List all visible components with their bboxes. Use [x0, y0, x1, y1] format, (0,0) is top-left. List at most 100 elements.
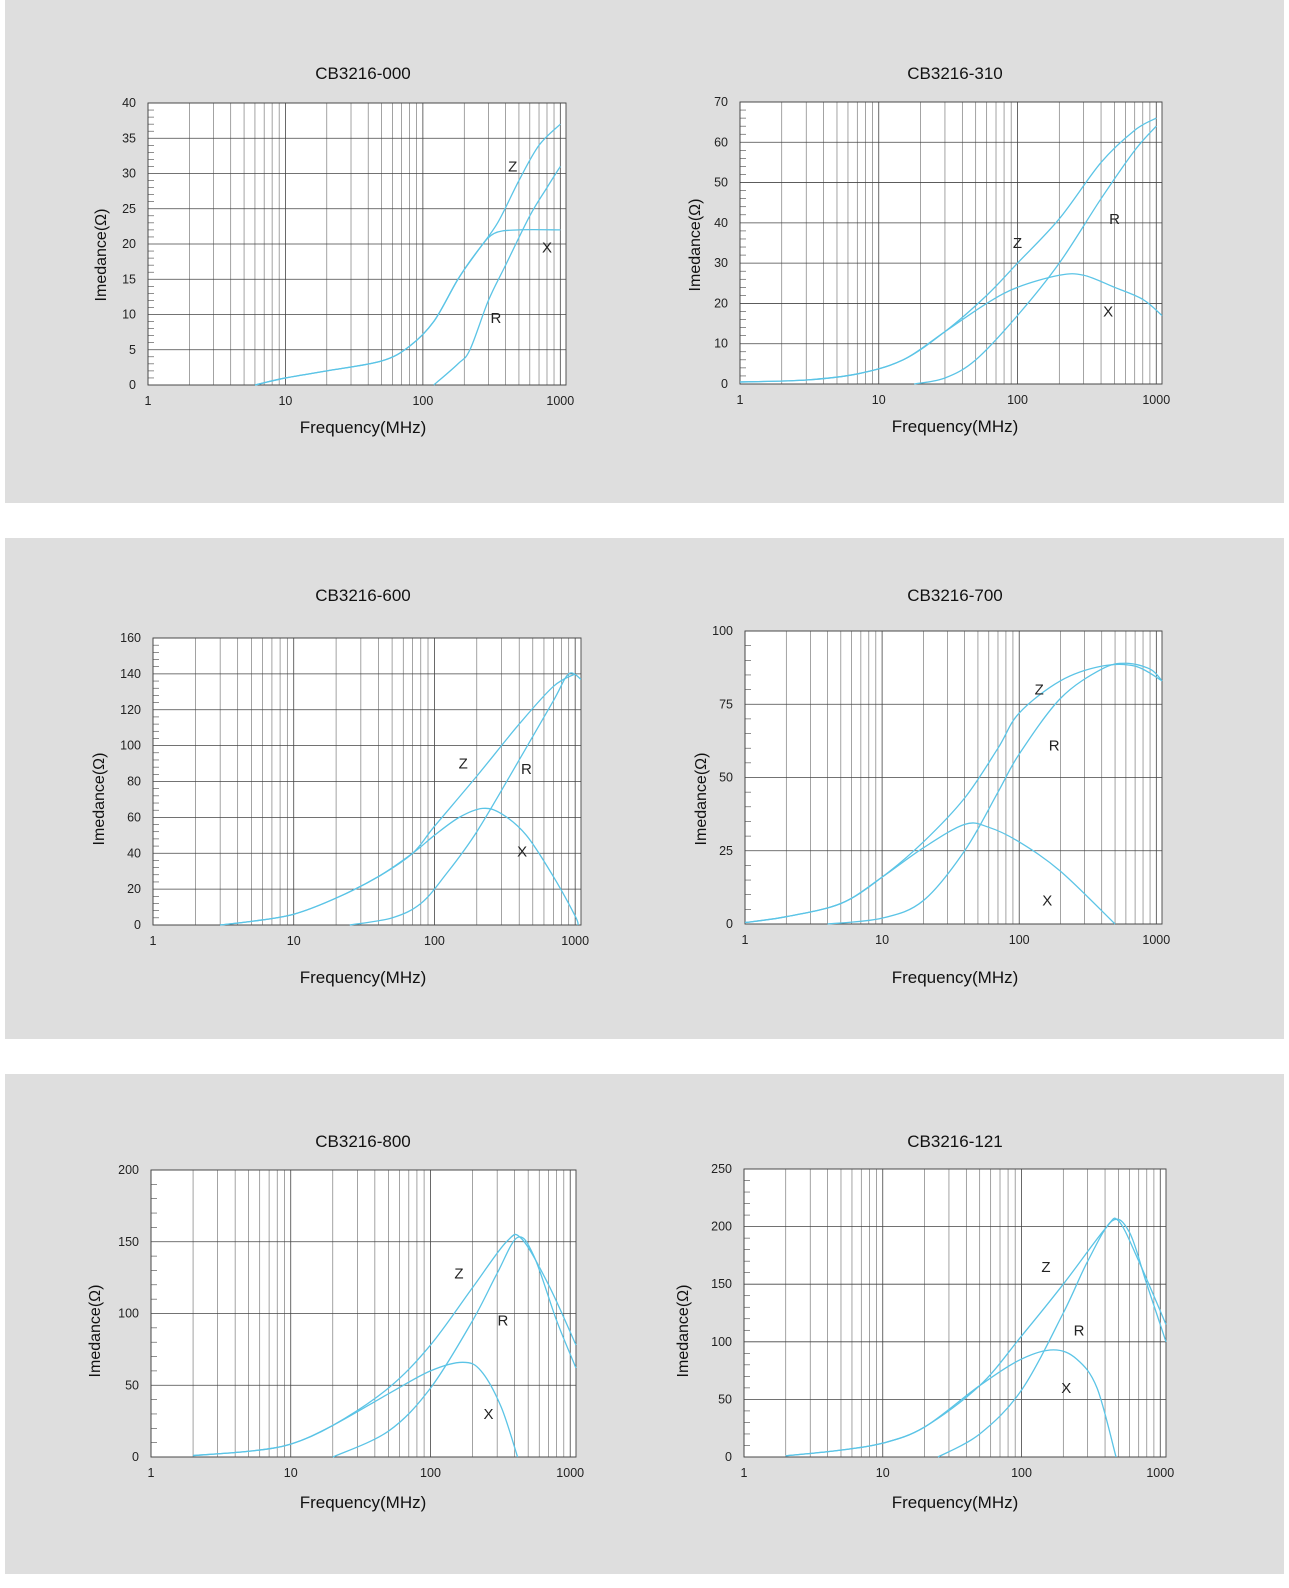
y-tick-label: 160 — [120, 631, 141, 645]
y-tick-label: 200 — [711, 1220, 732, 1234]
curve-label-r: R — [1109, 211, 1120, 228]
series-line-x — [220, 807, 579, 926]
curve-label-z: Z — [1035, 682, 1044, 699]
x-tick-label: 10 — [284, 1466, 298, 1480]
curve-label-x: X — [517, 843, 527, 860]
y-tick-label: 100 — [118, 1307, 139, 1321]
y-tick-label: 100 — [120, 739, 141, 753]
x-tick-label: 1000 — [561, 934, 589, 948]
x-tick-label: 1000 — [1142, 393, 1170, 407]
x-tick-label: 1 — [742, 933, 749, 947]
y-tick-label: 15 — [122, 272, 136, 286]
x-axis-label: Frequency(MHz) — [892, 1493, 1019, 1512]
y-tick-label: 100 — [711, 1335, 732, 1349]
x-axis-label: Frequency(MHz) — [300, 1493, 427, 1512]
y-tick-label: 50 — [714, 176, 728, 190]
curve-label-r: R — [498, 1313, 509, 1330]
x-tick-label: 10 — [876, 1466, 890, 1480]
curve-label-z: Z — [508, 158, 517, 175]
series-line-x — [744, 822, 1116, 925]
impedance-chart-cb3216-000: CB3216-000 Frequency(MHz) Imedance(Ω) 0 5… — [93, 64, 574, 437]
y-tick-label: 40 — [122, 96, 136, 110]
y-axis-label: Imedance(Ω) — [693, 753, 710, 846]
curve-label-x: X — [1061, 1380, 1071, 1397]
y-tick-label: 0 — [726, 917, 733, 931]
y-tick-label: 100 — [712, 624, 733, 638]
curve-label-z: Z — [1041, 1259, 1050, 1276]
chart-title: CB3216-121 — [907, 1132, 1002, 1151]
y-tick-label: 30 — [714, 256, 728, 270]
y-tick-label: 60 — [714, 135, 728, 149]
curve-label-r: R — [490, 310, 501, 327]
x-tick-label: 100 — [420, 1466, 441, 1480]
y-tick-label: 150 — [711, 1277, 732, 1291]
y-tick-label: 0 — [132, 1450, 139, 1464]
x-tick-label: 1000 — [546, 394, 574, 408]
y-axis-label: Imedance(Ω) — [687, 199, 704, 292]
y-tick-label: 120 — [120, 703, 141, 717]
y-tick-label: 150 — [118, 1235, 139, 1249]
x-tick-label: 100 — [412, 394, 433, 408]
chart-title: CB3216-700 — [907, 586, 1002, 605]
impedance-chart-cb3216-600: CB3216-600 Frequency(MHz) Imedance(Ω) 0 2… — [91, 586, 589, 987]
curve-label-x: X — [1042, 893, 1052, 910]
series-line-r — [914, 125, 1157, 385]
y-tick-label: 25 — [122, 202, 136, 216]
y-tick-label: 200 — [118, 1163, 139, 1177]
impedance-chart-cb3216-121: CB3216-121 Frequency(MHz) Imedance(Ω) 0 5… — [675, 1132, 1174, 1512]
y-tick-label: 40 — [127, 846, 141, 860]
x-axis-label: Frequency(MHz) — [300, 418, 427, 437]
series-line-x — [193, 1361, 519, 1458]
curve-label-r: R — [521, 761, 532, 778]
chart-title: CB3216-800 — [315, 1132, 410, 1151]
series-line-x — [785, 1349, 1117, 1458]
y-axis-label: Imedance(Ω) — [675, 1285, 692, 1378]
series-line-r — [332, 1236, 577, 1458]
impedance-chart-cb3216-800: CB3216-800 Frequency(MHz) Imedance(Ω) 0 5… — [87, 1132, 584, 1512]
plot-area — [743, 1168, 1167, 1458]
y-tick-label: 80 — [127, 775, 141, 789]
x-tick-label: 10 — [872, 393, 886, 407]
x-tick-label: 1 — [741, 1466, 748, 1480]
y-tick-label: 75 — [719, 697, 733, 711]
curve-label-r: R — [1049, 737, 1060, 754]
y-tick-label: 20 — [714, 296, 728, 310]
chart-title: CB3216-600 — [315, 586, 410, 605]
y-tick-label: 50 — [719, 771, 733, 785]
series-line-r — [827, 662, 1163, 925]
plot-area — [739, 101, 1163, 385]
y-tick-label: 0 — [129, 378, 136, 392]
y-tick-label: 10 — [714, 337, 728, 351]
chart-title: CB3216-000 — [315, 64, 410, 83]
y-tick-label: 0 — [721, 377, 728, 391]
x-tick-label: 10 — [287, 934, 301, 948]
y-axis-label: Imedance(Ω) — [93, 209, 110, 302]
curve-label-x: X — [483, 1406, 493, 1423]
series-line-x — [739, 273, 1163, 383]
y-axis-label: Imedance(Ω) — [87, 1285, 104, 1378]
series-line-r — [937, 1218, 1167, 1458]
x-tick-label: 100 — [424, 934, 445, 948]
x-tick-label: 10 — [875, 933, 889, 947]
curve-label-z: Z — [1013, 235, 1022, 252]
series-line-x — [254, 228, 561, 386]
y-tick-label: 0 — [134, 918, 141, 932]
impedance-chart-cb3216-310: CB3216-310 Frequency(MHz) Imedance(Ω) 01… — [687, 64, 1170, 436]
impedance-chart-cb3216-700: CB3216-700 Frequency(MHz) Imedance(Ω) 0 2… — [693, 586, 1170, 987]
y-tick-label: 35 — [122, 131, 136, 145]
y-tick-label: 50 — [125, 1378, 139, 1392]
chart-title: CB3216-310 — [907, 64, 1002, 83]
curve-label-z: Z — [454, 1265, 463, 1282]
y-tick-label: 25 — [719, 844, 733, 858]
y-axis-label: Imedance(Ω) — [91, 753, 108, 846]
y-tick-label: 40 — [714, 216, 728, 230]
series-line-r — [433, 166, 561, 386]
curve-label-x: X — [1103, 303, 1113, 320]
y-tick-label: 70 — [714, 95, 728, 109]
y-tick-label: 5 — [129, 343, 136, 357]
y-tick-label: 250 — [711, 1162, 732, 1176]
y-tick-label: 20 — [127, 882, 141, 896]
x-tick-label: 1 — [150, 934, 157, 948]
y-tick-label: 0 — [725, 1450, 732, 1464]
x-tick-label: 10 — [278, 394, 292, 408]
